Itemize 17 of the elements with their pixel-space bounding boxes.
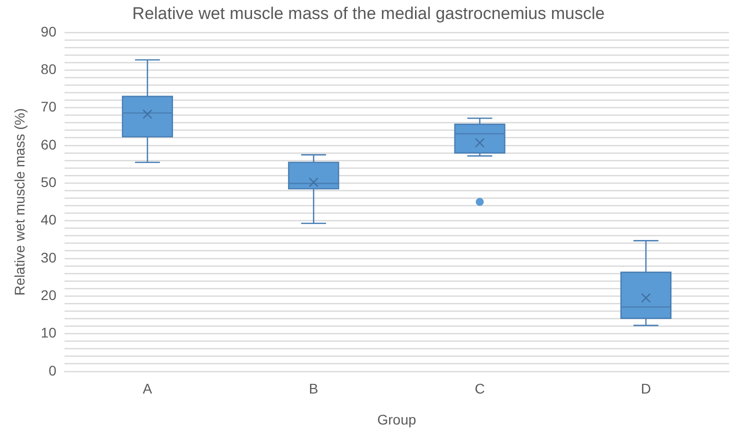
y-tick-label: 40	[40, 212, 57, 228]
x-tick-label: A	[142, 380, 153, 397]
y-tick-label: 70	[40, 98, 57, 115]
y-axis-title: Relative wet muscle mass (%)	[11, 108, 28, 296]
x-tick-label: B	[308, 380, 318, 397]
y-tick-label: 50	[40, 174, 57, 190]
y-tick-label: 60	[40, 136, 57, 152]
y-tick-label: 10	[40, 324, 57, 341]
x-axis-title: Group	[377, 411, 416, 428]
x-tick-label: C	[474, 380, 485, 397]
chart-title: Relative wet muscle mass of the medial gastrocnemius muscle	[132, 4, 605, 23]
x-tick-label: D	[640, 380, 651, 397]
y-tick-label: 90	[40, 23, 57, 40]
y-tick-label: 0	[48, 362, 57, 378]
y-tick-label: 30	[40, 249, 57, 266]
y-tick-label: 20	[40, 286, 57, 303]
y-tick-label: 80	[40, 60, 57, 77]
